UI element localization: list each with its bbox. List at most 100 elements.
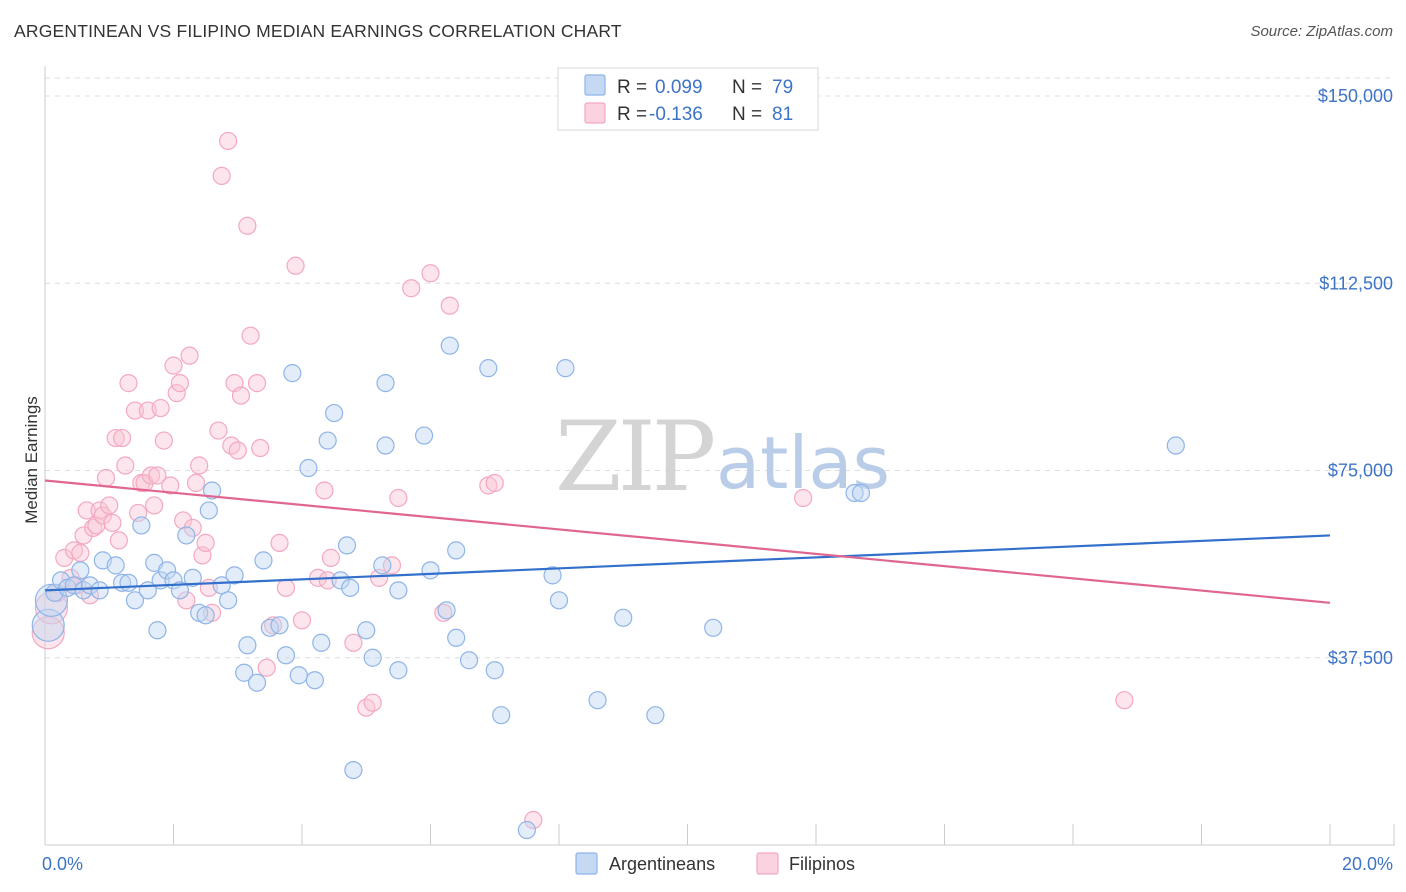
argentineans-point	[845, 483, 864, 503]
filipinos-point	[177, 591, 196, 610]
argentineans-point	[289, 666, 308, 685]
argentineans-point	[447, 628, 466, 647]
filipinos-point	[141, 466, 161, 485]
argentineans-point	[254, 551, 273, 570]
filipinos-point	[151, 398, 170, 418]
legend-r-label-2: R =	[617, 104, 647, 125]
filipinos-point	[263, 616, 283, 635]
argentineans-point	[485, 661, 504, 680]
filipinos-point	[196, 533, 215, 553]
argentineans-point	[212, 576, 231, 595]
filipinos-point	[421, 264, 440, 283]
argentineans-point	[851, 483, 871, 503]
argentineans-point	[325, 403, 344, 423]
legend: R = 0.099 N = 79 R = -0.136 N = 81	[557, 67, 819, 131]
filipinos-point	[276, 578, 296, 597]
filipinos-point	[238, 216, 257, 235]
grid-lines	[45, 77, 1395, 659]
argentineans-point	[318, 431, 337, 450]
filipinos-point	[212, 166, 231, 185]
argentineans-point	[341, 578, 360, 597]
argentineans-point	[148, 621, 167, 640]
argentineans-point	[357, 621, 376, 640]
legend-n-value-2: 81	[772, 104, 793, 125]
y-tick-label: $150,000	[1318, 86, 1393, 106]
argentineans-point	[363, 648, 382, 667]
x-tick-labels: 0.0% 20.0%	[42, 854, 1393, 874]
filipinos-point	[167, 384, 186, 403]
filipinos-point	[228, 441, 247, 460]
argentineans-point	[389, 661, 408, 680]
filipinos-point	[389, 488, 408, 508]
filipinos-point	[190, 456, 209, 475]
filipinos-point	[315, 481, 334, 500]
filipinos-point	[74, 526, 93, 545]
watermark-zip: ZIP	[555, 401, 714, 513]
filipinos-point	[31, 616, 65, 650]
argentineans-point	[373, 556, 392, 575]
legend-n-value-1: 79	[772, 77, 793, 98]
filipinos-point	[434, 603, 453, 622]
watermark-atlas: atlas	[716, 421, 890, 505]
filipinos-point	[84, 518, 103, 538]
filipinos-point	[247, 374, 267, 393]
filipinos-point	[318, 571, 337, 590]
argentineans-point	[459, 651, 479, 670]
bottom-legend: Argentineans Filipinos	[575, 852, 855, 875]
argentineans-point	[312, 633, 331, 652]
argentineans-point	[238, 636, 257, 655]
argentineans-point	[344, 760, 363, 780]
filipinos-point	[363, 693, 382, 712]
filipinos-point	[71, 543, 90, 562]
filipinos-point	[161, 476, 180, 495]
argentineans-point	[90, 581, 109, 600]
argentineans-point	[225, 566, 244, 585]
argentineans-point	[646, 706, 665, 725]
filipinos-point	[485, 473, 504, 493]
argentineans-point	[337, 536, 357, 555]
filipinos-point	[90, 501, 109, 520]
bottom-legend-swatch-argentineans	[575, 852, 598, 875]
argentineans-point	[235, 663, 254, 682]
argentineans-point	[31, 608, 65, 642]
filipinos-point	[109, 531, 128, 550]
filipinos-point	[116, 456, 135, 475]
filipinos-point	[103, 513, 122, 533]
argentineans-point	[376, 374, 395, 393]
argentineans-point	[305, 671, 324, 690]
argentineans-point	[543, 566, 562, 585]
legend-n-label-1: N =	[732, 77, 762, 98]
argentineans-point	[247, 673, 267, 692]
filipinos-point	[93, 506, 112, 525]
argentineans-point	[71, 561, 90, 580]
source-label: Source: ZipAtlas.com	[1250, 23, 1393, 40]
filipinos-point	[251, 438, 270, 458]
filipinos-point	[183, 518, 202, 538]
trend-lines	[44, 479, 1331, 604]
argentineans-point	[437, 601, 456, 620]
argentineans-point	[132, 516, 151, 535]
argentineans-point	[421, 561, 440, 580]
argentineans-point	[414, 426, 434, 445]
axes	[44, 66, 1395, 846]
argentineans-point	[588, 691, 607, 710]
legend-r-value-1: 0.099	[655, 77, 703, 98]
filipinos-point	[231, 386, 251, 405]
argentineans-point	[704, 618, 723, 637]
argentineans-point	[614, 608, 633, 627]
series-argentineans-points	[31, 336, 1185, 840]
filipinos-point	[112, 428, 132, 448]
filipinos-point	[292, 611, 312, 630]
legend-swatch-filipinos	[584, 102, 606, 124]
filipinos-point	[174, 511, 193, 530]
series-filipinos-points	[31, 131, 1134, 830]
y-axis-label: Median Earnings	[22, 396, 41, 524]
argentineans-point	[299, 458, 318, 478]
filipinos-point	[180, 346, 199, 365]
filipinos-point	[286, 256, 305, 275]
filipinos-point	[321, 548, 341, 567]
y-tick-label: $37,500	[1328, 648, 1393, 668]
filipinos-point	[186, 473, 206, 493]
argentineans-point	[331, 571, 350, 590]
